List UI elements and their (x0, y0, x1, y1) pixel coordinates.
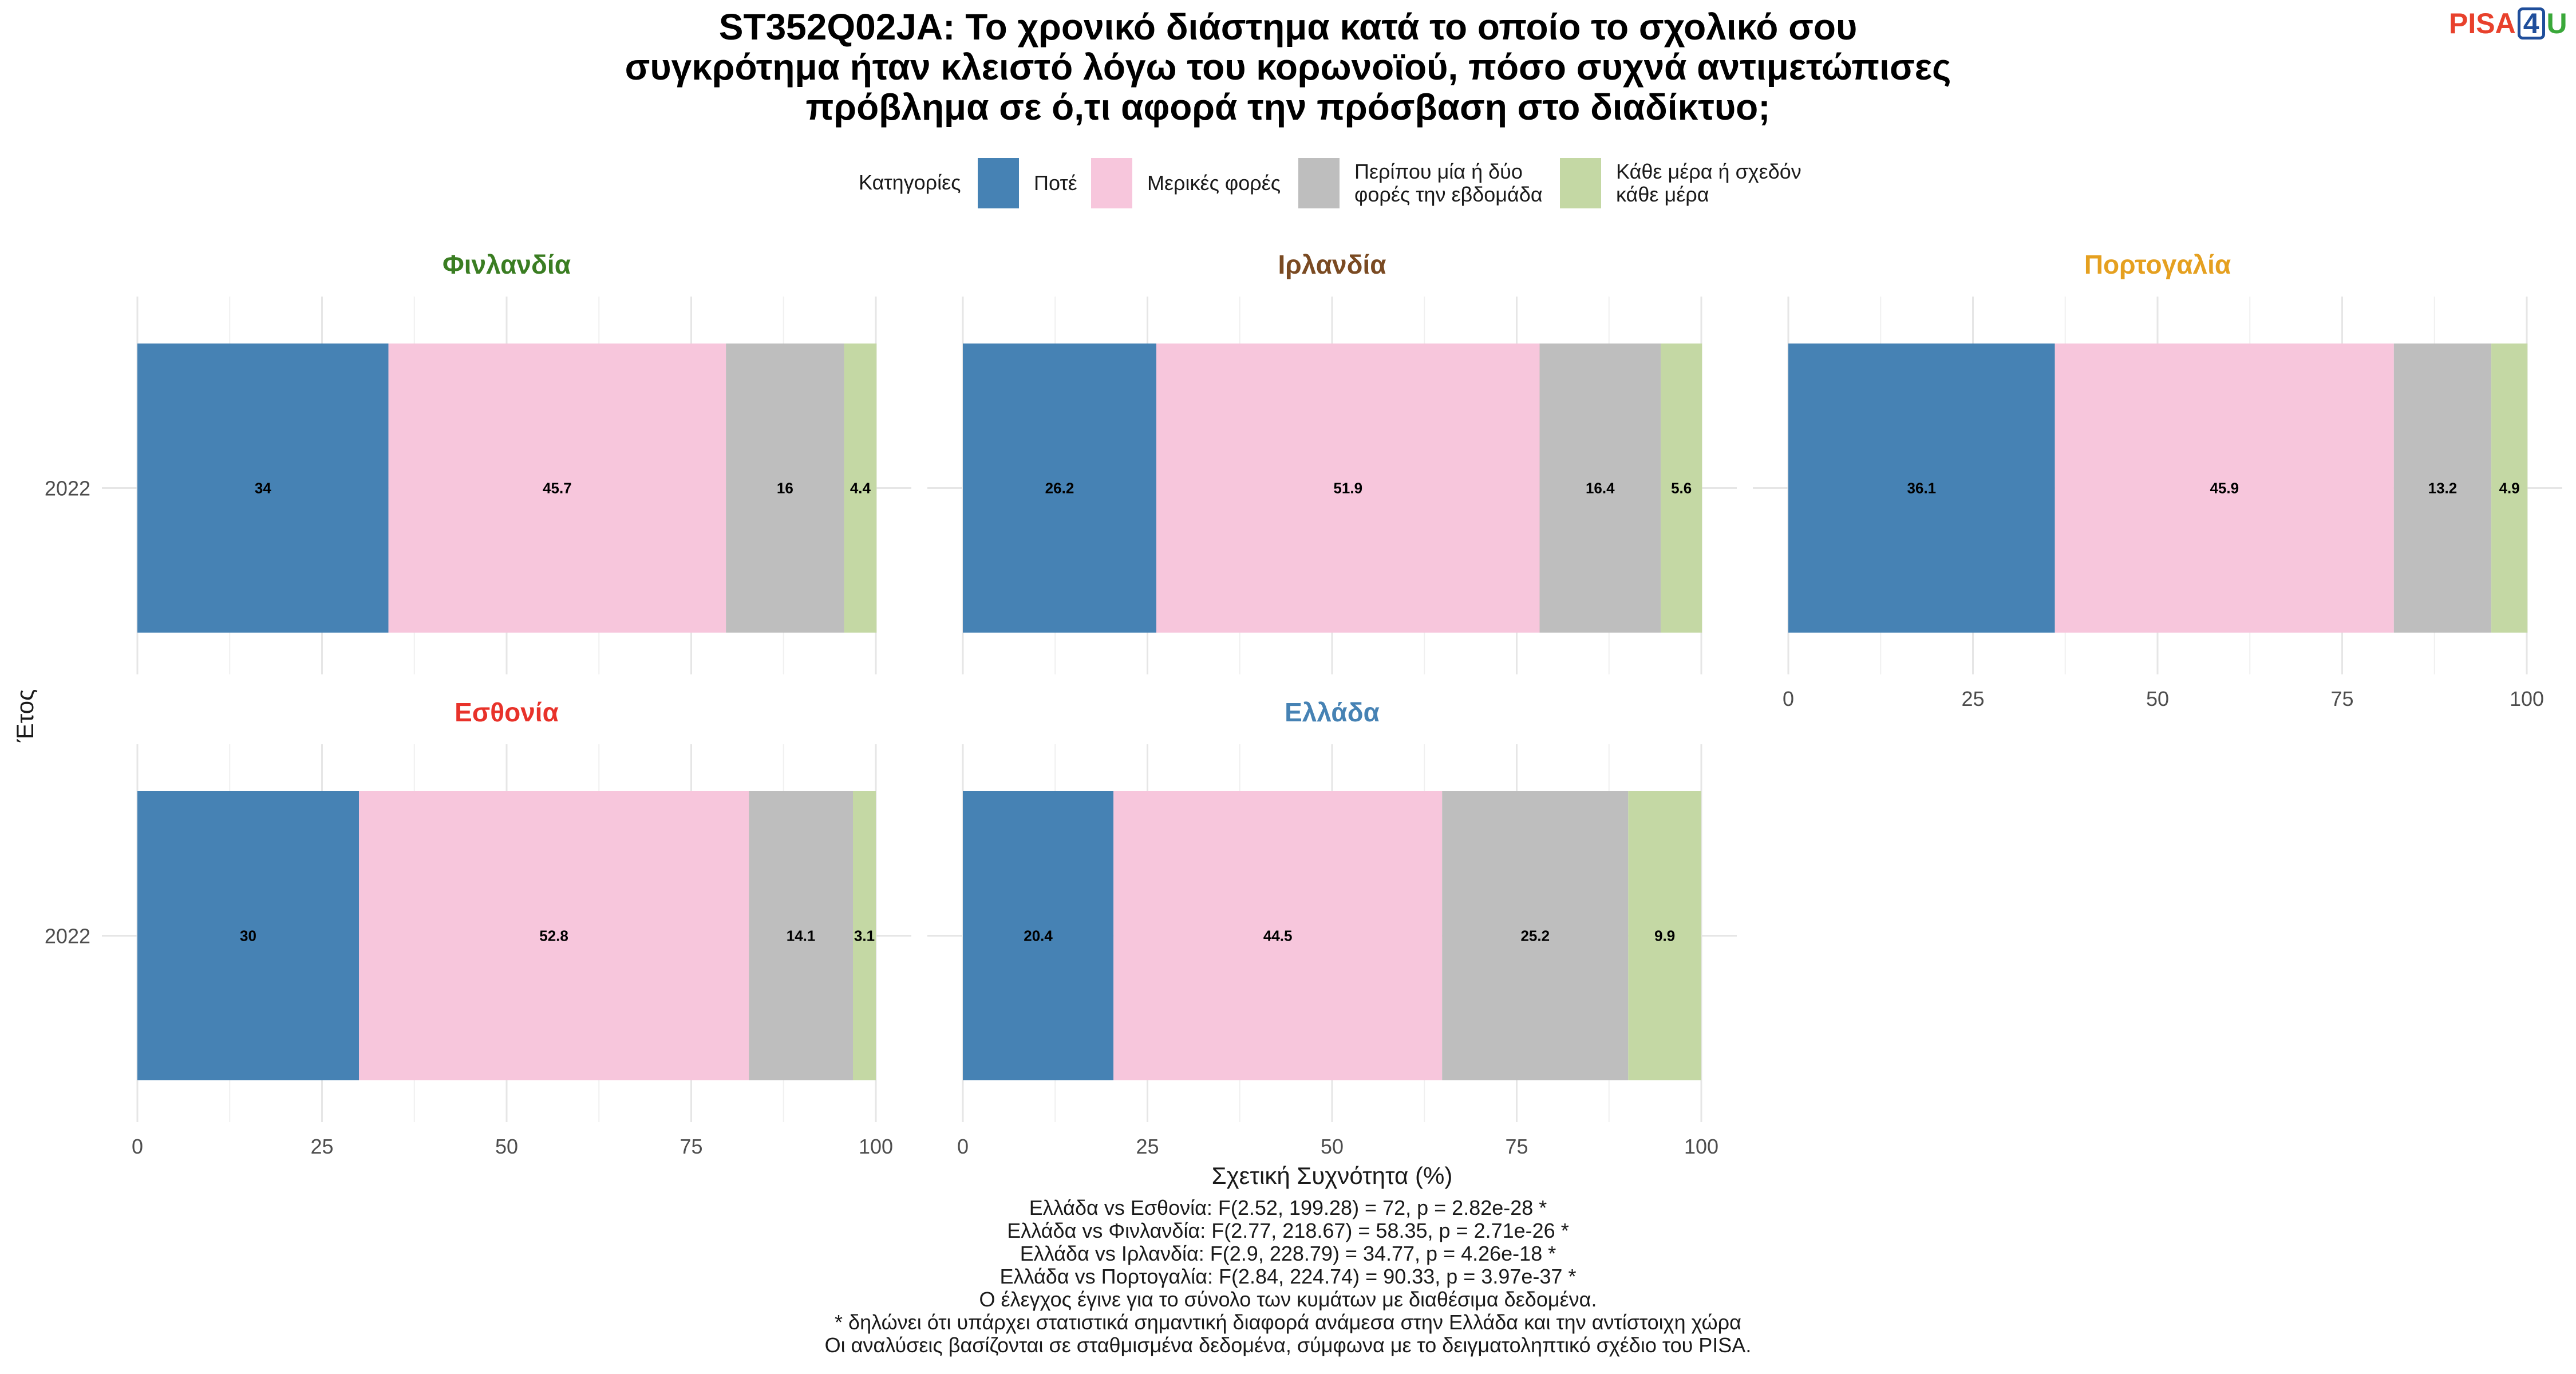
note-line: Ελλάδα vs Εσθονία: F(2.52, 199.28) = 72,… (1029, 1196, 1547, 1219)
chart-legend: Κατηγορίες Ποτέ Μερικές φορές Περίπου μί… (0, 158, 2576, 210)
x-tick-label: 0 (957, 1135, 969, 1158)
bar-value-label: 5.6 (1671, 480, 1692, 497)
chart-title-line-3: πρόβλημα σε ό,τι αφορά την πρόσβαση στο … (805, 86, 1771, 128)
bar-segment-weekly (1539, 344, 1661, 633)
chart-title-line-2: συγκρότημα ήταν κλειστό λόγω του κορωνοϊ… (625, 46, 1951, 88)
x-tick-label: 25 (1961, 687, 1984, 710)
legend-label-never: Ποτέ (1034, 171, 1077, 195)
x-tick-label: 0 (1783, 687, 1794, 710)
x-tick-label: 25 (310, 1135, 333, 1158)
y-tick-label: 2022 (45, 925, 90, 948)
bar-value-label: 13.2 (2428, 480, 2458, 497)
legend-item-daily: Κάθε μέρα ή σχεδόν κάθε μέρα (1560, 158, 1801, 208)
bar-segment-daily (844, 344, 877, 633)
y-tick-label: 2022 (45, 477, 90, 500)
bar-value-label: 45.7 (543, 480, 572, 497)
bar-segment-weekly (726, 344, 844, 633)
bar-segment-never (963, 344, 1156, 633)
bar-segment-never (137, 791, 359, 1080)
chart-notes: Ελλάδα vs Εσθονία: F(2.52, 199.28) = 72,… (515, 1197, 2061, 1357)
bar-segment-sometimes (388, 344, 726, 633)
x-tick-label: 75 (2330, 687, 2353, 710)
legend-title: Κατηγορίες (859, 171, 961, 194)
bar-segment-sometimes (1156, 344, 1540, 633)
legend-swatch-sometimes (1091, 158, 1132, 208)
bar-value-label: 26.2 (1045, 480, 1074, 497)
x-tick-label: 50 (1321, 1135, 1344, 1158)
x-tick-label: 50 (2146, 687, 2169, 710)
bar-value-label: 44.5 (1263, 927, 1293, 945)
logo-pisa-text: PISA (2449, 7, 2516, 40)
bar-value-label: 4.4 (850, 480, 871, 497)
panel-title-portugal: Πορτογαλία (2084, 250, 2231, 279)
bar-value-label: 45.9 (2210, 480, 2239, 497)
note-line: Ο έλεγχος έγινε για το σύνολο των κυμάτω… (979, 1288, 1597, 1311)
x-tick-label: 50 (495, 1135, 518, 1158)
bar-segment-never (1788, 344, 2055, 633)
bar-value-label: 30 (240, 927, 256, 945)
bar-value-label: 16 (777, 480, 793, 497)
note-line: * δηλώνει ότι υπάρχει στατιστικά σημαντι… (835, 1310, 1741, 1334)
bar-segment-daily (853, 791, 876, 1080)
bar-segment-never (963, 791, 1114, 1080)
bar-value-label: 52.8 (539, 927, 568, 945)
bar-value-label: 25.2 (1520, 927, 1550, 945)
bar-segment-sometimes (1113, 791, 1443, 1080)
bar-value-label: 20.4 (1024, 927, 1053, 945)
bar-value-label: 4.9 (2499, 480, 2520, 497)
note-line: Ελλάδα vs Φινλανδία: F(2.77, 218.67) = 5… (1007, 1219, 1569, 1242)
panel-title-estonia: Εσθονία (455, 697, 559, 727)
x-tick-label: 75 (679, 1135, 702, 1158)
bar-segment-weekly (1442, 791, 1629, 1080)
bar-value-label: 34 (255, 480, 271, 497)
bar-segment-weekly (749, 791, 854, 1080)
panel-title-finland: Φινλανδία (442, 250, 571, 279)
legend-swatch-daily (1560, 158, 1601, 208)
logo-u-text: U (2546, 7, 2567, 40)
legend-swatch-never (978, 158, 1019, 208)
bar-segment-daily (1628, 791, 1701, 1080)
x-tick-label: 0 (132, 1135, 143, 1158)
x-tick-label: 75 (1505, 1135, 1528, 1158)
logo-four-text: 4 (2517, 7, 2545, 40)
bar-segment-daily (2491, 344, 2528, 633)
x-tick-label: 25 (1136, 1135, 1159, 1158)
bar-segment-never (137, 344, 389, 633)
legend-item-never: Ποτέ (978, 158, 1077, 208)
legend-label-sometimes: Μερικές φορές (1147, 171, 1281, 195)
legend-item-weekly: Περίπου μία ή δύο φορές την εβδομάδα (1298, 158, 1543, 208)
x-tick-label: 100 (2510, 687, 2544, 710)
y-axis-title: Έτος (11, 689, 38, 743)
note-line: Οι αναλύσεις βασίζονται σε σταθμισμένα δ… (824, 1333, 1752, 1357)
bar-segment-daily (1661, 344, 1702, 633)
legend-label-weekly: Περίπου μία ή δύο φορές την εβδομάδα (1354, 160, 1543, 206)
note-line: Ελλάδα vs Πορτογαλία: F(2.84, 224.74) = … (999, 1265, 1577, 1288)
note-line: Ελλάδα vs Ιρλανδία: F(2.9, 228.79) = 34.… (1020, 1242, 1556, 1265)
x-tick-label: 100 (859, 1135, 893, 1158)
bar-segment-weekly (2393, 344, 2492, 633)
bar-segment-sometimes (2055, 344, 2394, 633)
bar-value-label: 16.4 (1586, 480, 1615, 497)
bar-value-label: 51.9 (1333, 480, 1362, 497)
legend-swatch-weekly (1298, 158, 1340, 208)
bar-value-label: 3.1 (854, 927, 875, 945)
chart-title-line-1: ST352Q02JA: Το χρονικό διάστημα κατά το … (718, 6, 1858, 48)
legend-label-daily: Κάθε μέρα ή σχεδόν κάθε μέρα (1616, 160, 1801, 206)
bar-value-label: 9.9 (1654, 927, 1675, 945)
pisa4u-logo: PISA 4 U (2449, 7, 2567, 40)
x-axis-title: Σχετική Συχνότητα (%) (1212, 1162, 1453, 1189)
bar-value-label: 36.1 (1907, 480, 1937, 497)
legend-item-sometimes: Μερικές φορές (1091, 158, 1281, 208)
panel-title-ireland: Ιρλανδία (1278, 250, 1386, 279)
bar-value-label: 14.1 (787, 927, 816, 945)
chart-title: ST352Q02JA: Το χρονικό διάστημα κατά το … (515, 7, 2061, 127)
panel-title-greece: Ελλάδα (1285, 697, 1380, 727)
bar-segment-sometimes (359, 791, 749, 1080)
x-tick-label: 100 (1684, 1135, 1718, 1158)
